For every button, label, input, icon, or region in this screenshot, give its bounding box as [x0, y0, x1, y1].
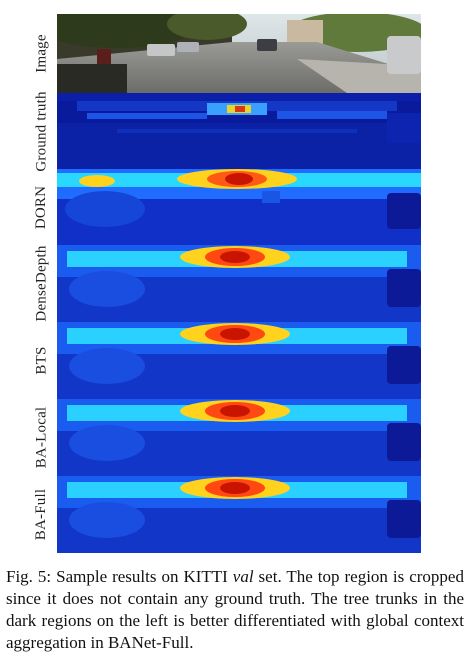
row-label-image: Image [33, 34, 50, 73]
row-densedepth: DenseDepth [0, 245, 467, 322]
row-label-ba-full: BA-Full [33, 488, 50, 541]
densedepth-panel [57, 245, 421, 322]
sparse-depth-map [57, 93, 421, 169]
results-figure: Image [0, 14, 467, 553]
row-ba-local: BA-Local [0, 399, 467, 476]
caption-suffix: set. The top region is cropped since it … [6, 567, 464, 652]
street-photo [57, 14, 421, 93]
ba-full-panel [57, 476, 421, 553]
ba-full-depth-map [57, 476, 421, 553]
ba-local-panel [57, 399, 421, 476]
row-label-bts: BTS [33, 346, 50, 375]
caption-italic: val [232, 567, 254, 586]
row-image: Image [0, 14, 467, 93]
row-label-ba-local: BA-Local [33, 406, 50, 469]
row-label-ground-truth: Ground truth [33, 90, 50, 172]
row-dorn: DORN [0, 169, 467, 245]
figure-caption: Fig. 5: Sample results on KITTI val set.… [6, 566, 464, 654]
row-label-dorn: DORN [33, 185, 50, 229]
densedepth-depth-map [57, 245, 421, 322]
ground-truth-panel [57, 93, 421, 169]
row-label-densedepth: DenseDepth [33, 245, 50, 322]
caption-prefix: Fig. 5: Sample results on KITTI [6, 567, 233, 586]
dorn-panel [57, 169, 421, 245]
dorn-depth-map [57, 169, 421, 245]
bts-panel [57, 322, 421, 399]
row-bts: BTS [0, 322, 467, 399]
row-ba-full: BA-Full [0, 476, 467, 553]
row-ground-truth: Ground truth [0, 90, 467, 172]
ba-local-depth-map [57, 399, 421, 476]
bts-depth-map [57, 322, 421, 399]
rgb-image-panel [57, 14, 421, 93]
